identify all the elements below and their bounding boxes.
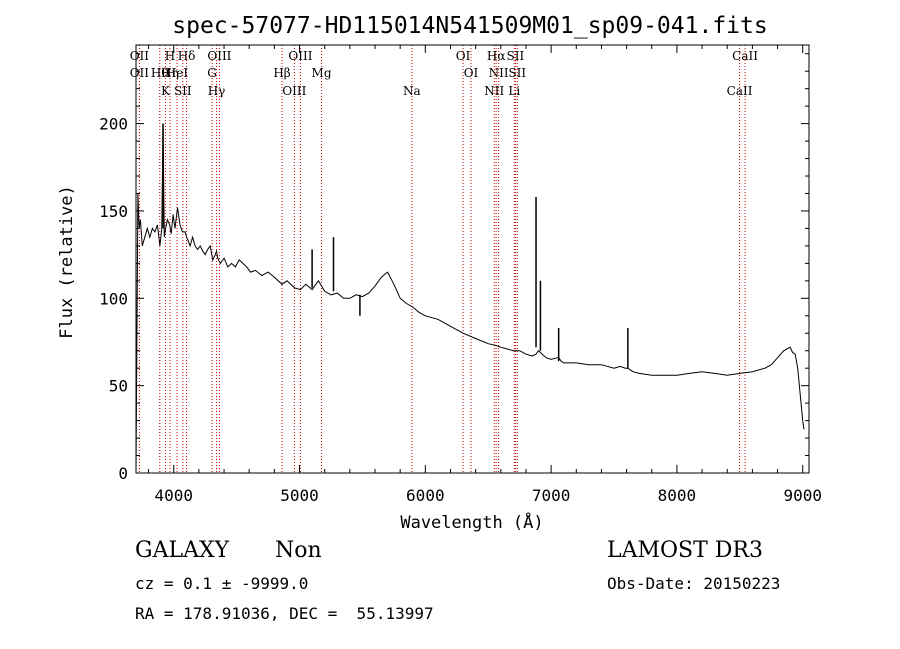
line-label: H [165, 49, 175, 63]
spectral-line-markers [138, 45, 746, 473]
line-label: OI [456, 49, 471, 63]
y-tick-label: 150 [99, 202, 128, 221]
line-label: Hδ [178, 49, 196, 63]
line-label: Hθ [151, 66, 169, 80]
line-label: G [207, 66, 217, 80]
line-label: OIII [282, 84, 306, 98]
line-label: OII [130, 66, 150, 80]
line-label: OIII [288, 49, 312, 63]
line-label: K [161, 84, 171, 98]
y-tick-label: 100 [99, 289, 128, 308]
x-tick-label: 5000 [280, 486, 319, 505]
ra-dec-text: RA = 178.91036, DEC = 55.13997 [135, 604, 434, 623]
line-label: Mg [312, 66, 332, 80]
emission-spikes [162, 123, 629, 369]
line-label: Hγ [208, 84, 226, 98]
redshift-text: cz = 0.1 ± -9999.0 [135, 574, 309, 593]
y-tick-label: 50 [109, 377, 128, 396]
line-label: CaII [727, 84, 753, 98]
x-tick-label: 4000 [154, 486, 193, 505]
x-axis-ticks: 4000 5000 6000 7000 8000 9000 [148, 45, 822, 505]
line-label: NII [489, 66, 509, 80]
survey-label: LAMOST DR3 [607, 538, 763, 563]
y-axis-ticks: 0 50 100 150 200 [99, 53, 809, 483]
line-label: CaII [732, 49, 758, 63]
line-label: OIII [207, 49, 231, 63]
line-label: OII [130, 49, 150, 63]
line-label: NII [484, 84, 504, 98]
object-class-label: GALAXY [135, 538, 230, 563]
line-label: SII [508, 66, 526, 80]
line-label: Hβ [273, 66, 290, 80]
chart-title: spec-57077-HD115014N541509M01_sp09-041.f… [172, 13, 767, 39]
line-label: SII [507, 49, 525, 63]
plot-frame [135, 44, 810, 474]
x-tick-label: 8000 [658, 486, 697, 505]
x-tick-label: 6000 [406, 486, 445, 505]
line-label: SII [174, 84, 192, 98]
obs-date-text: Obs-Date: 20150223 [607, 574, 781, 593]
x-tick-label: 7000 [532, 486, 571, 505]
y-axis-label: Flux (relative) [57, 185, 77, 339]
line-label: Hα [487, 49, 506, 63]
y-tick-label: 200 [99, 115, 128, 134]
line-label: Hη [161, 66, 179, 80]
line-label: Na [403, 84, 421, 98]
x-axis-label: Wavelength (Å) [400, 511, 543, 533]
x-tick-label: 9000 [783, 486, 822, 505]
line-label: HeI [166, 66, 189, 80]
line-label: Li [508, 84, 520, 98]
y-tick-label: 0 [118, 464, 128, 483]
line-label: OI [464, 66, 479, 80]
spectrum-line [135, 123, 805, 474]
object-subclass-label: Non [275, 538, 322, 563]
